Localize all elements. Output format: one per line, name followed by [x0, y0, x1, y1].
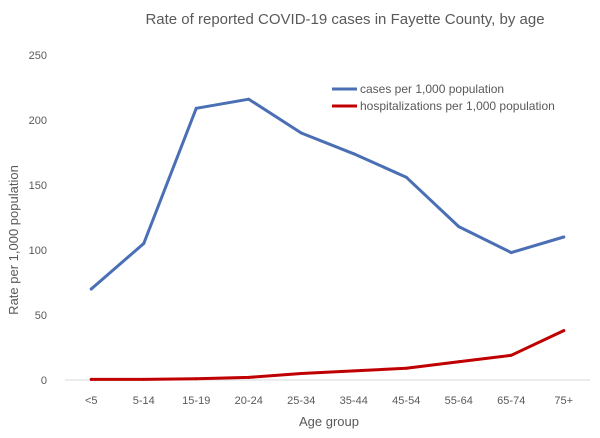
x-axis-title: Age group — [299, 414, 359, 429]
x-tick-label: 65-74 — [497, 395, 525, 407]
y-tick-label: 250 — [29, 50, 47, 62]
data-point — [352, 369, 356, 373]
data-point — [299, 372, 303, 375]
x-tick-label: 75+ — [554, 395, 573, 407]
x-tick-label: 25-34 — [287, 395, 315, 407]
data-point — [562, 235, 566, 239]
series-line-1 — [89, 97, 566, 291]
data-point — [89, 377, 93, 381]
data-point — [247, 375, 251, 379]
x-tick-label: 35-44 — [340, 395, 368, 407]
data-point — [404, 366, 408, 370]
data-point — [352, 152, 356, 156]
y-tick-label: 150 — [29, 180, 47, 192]
y-axis-title: Rate per 1,000 population — [6, 165, 21, 315]
x-tick-label: 55-64 — [445, 395, 473, 407]
data-point — [404, 175, 408, 179]
series-line-2 — [89, 329, 566, 381]
x-tick-label: 5-14 — [133, 395, 155, 407]
data-point — [509, 251, 513, 255]
legend-label: cases per 1,000 population — [360, 82, 504, 96]
data-point — [457, 225, 461, 229]
data-point — [509, 353, 513, 357]
legend: cases per 1,000 population hospitalizatio… — [332, 82, 555, 113]
x-tick-label: <5 — [85, 395, 98, 407]
data-point — [89, 287, 93, 291]
chart-title: Rate of reported COVID-19 cases in Fayet… — [145, 11, 544, 28]
data-point — [247, 97, 251, 101]
data-point — [457, 360, 461, 364]
data-point — [194, 106, 198, 110]
x-axis: <5 5-14 15-19 20-24 25-34 35-44 45-54 55-64 65-7… — [85, 395, 573, 407]
legend-label: hospitalizations per 1,000 population — [360, 99, 555, 113]
y-tick-label: 0 — [41, 375, 47, 387]
data-point — [142, 377, 146, 381]
y-tick-label: 100 — [29, 245, 47, 257]
x-tick-label: 20-24 — [235, 395, 263, 407]
y-tick-label: 200 — [29, 115, 47, 127]
data-point — [142, 242, 146, 245]
y-axis: 0 50 100 150 200 250 — [29, 50, 47, 387]
x-tick-label: 15-19 — [182, 395, 210, 407]
data-point — [562, 329, 566, 333]
x-tick-label: 45-54 — [392, 395, 420, 407]
series-layer — [89, 97, 566, 381]
y-tick-label: 50 — [35, 310, 47, 322]
data-point — [299, 131, 303, 135]
data-point — [194, 377, 198, 381]
